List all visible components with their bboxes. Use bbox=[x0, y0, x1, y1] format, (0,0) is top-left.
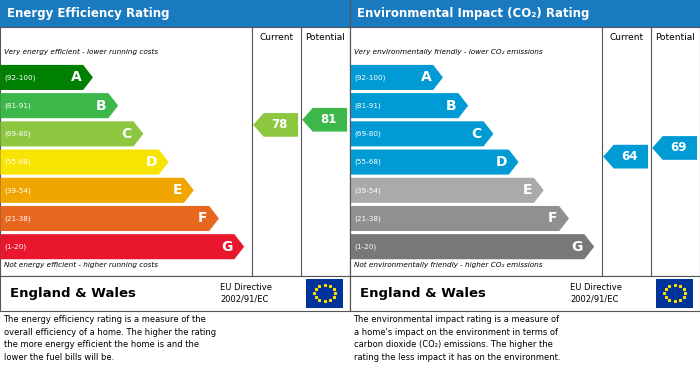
Text: A: A bbox=[71, 70, 81, 84]
Text: (69-80): (69-80) bbox=[4, 131, 31, 137]
Text: D: D bbox=[496, 155, 507, 169]
Text: Current: Current bbox=[260, 33, 293, 42]
Text: (69-80): (69-80) bbox=[354, 131, 381, 137]
Text: Not environmentally friendly - higher CO₂ emissions: Not environmentally friendly - higher CO… bbox=[354, 262, 542, 269]
Bar bbox=[0, 27, 350, 276]
Text: (55-68): (55-68) bbox=[4, 159, 31, 165]
Polygon shape bbox=[351, 121, 494, 146]
Text: The environmental impact rating is a measure of
a home's impact on the environme: The environmental impact rating is a mea… bbox=[354, 315, 560, 362]
Text: C: C bbox=[472, 127, 482, 141]
Polygon shape bbox=[0, 178, 194, 203]
Text: EU Directive
2002/91/EC: EU Directive 2002/91/EC bbox=[220, 283, 272, 304]
Polygon shape bbox=[0, 206, 219, 231]
Text: Potential: Potential bbox=[656, 33, 695, 42]
Text: Energy Efficiency Rating: Energy Efficiency Rating bbox=[7, 7, 169, 20]
Text: B: B bbox=[96, 99, 106, 113]
Polygon shape bbox=[0, 121, 144, 146]
Text: F: F bbox=[548, 212, 557, 226]
Text: E: E bbox=[523, 183, 532, 197]
Text: Environmental Impact (CO₂) Rating: Environmental Impact (CO₂) Rating bbox=[357, 7, 589, 20]
Text: (92-100): (92-100) bbox=[4, 74, 36, 81]
Polygon shape bbox=[652, 136, 697, 160]
Text: (1-20): (1-20) bbox=[354, 244, 377, 250]
Polygon shape bbox=[351, 178, 544, 203]
Text: (21-38): (21-38) bbox=[354, 215, 381, 222]
Text: G: G bbox=[221, 240, 232, 254]
Bar bbox=[307, 279, 343, 308]
Polygon shape bbox=[351, 93, 468, 118]
Polygon shape bbox=[0, 93, 118, 118]
Polygon shape bbox=[351, 234, 594, 259]
Text: Current: Current bbox=[610, 33, 643, 42]
Text: (81-91): (81-91) bbox=[4, 102, 31, 109]
Text: A: A bbox=[421, 70, 431, 84]
Text: D: D bbox=[146, 155, 157, 169]
Text: F: F bbox=[198, 212, 207, 226]
Polygon shape bbox=[351, 65, 443, 90]
Text: (92-100): (92-100) bbox=[354, 74, 386, 81]
Text: G: G bbox=[571, 240, 582, 254]
Bar bbox=[0, 0, 350, 27]
Polygon shape bbox=[302, 108, 347, 132]
Text: Very energy efficient - lower running costs: Very energy efficient - lower running co… bbox=[4, 49, 158, 56]
Text: The energy efficiency rating is a measure of the
overall efficiency of a home. T: The energy efficiency rating is a measur… bbox=[4, 315, 216, 362]
Text: Potential: Potential bbox=[306, 33, 345, 42]
Polygon shape bbox=[603, 145, 648, 169]
Text: (81-91): (81-91) bbox=[354, 102, 381, 109]
Text: E: E bbox=[173, 183, 182, 197]
Polygon shape bbox=[351, 149, 519, 175]
Text: (55-68): (55-68) bbox=[354, 159, 381, 165]
Text: (39-54): (39-54) bbox=[4, 187, 31, 194]
Text: England & Wales: England & Wales bbox=[360, 287, 486, 300]
Polygon shape bbox=[0, 65, 93, 90]
Text: Not energy efficient - higher running costs: Not energy efficient - higher running co… bbox=[4, 262, 158, 269]
Text: Very environmentally friendly - lower CO₂ emissions: Very environmentally friendly - lower CO… bbox=[354, 49, 542, 56]
Text: C: C bbox=[122, 127, 132, 141]
Polygon shape bbox=[351, 206, 569, 231]
Polygon shape bbox=[0, 234, 244, 259]
Bar bbox=[350, 276, 700, 311]
Text: 78: 78 bbox=[271, 118, 288, 131]
Text: (21-38): (21-38) bbox=[4, 215, 31, 222]
Text: (39-54): (39-54) bbox=[354, 187, 381, 194]
Bar bbox=[0, 276, 350, 311]
Text: 64: 64 bbox=[621, 150, 638, 163]
Bar bbox=[350, 0, 700, 27]
Bar bbox=[657, 279, 693, 308]
Text: England & Wales: England & Wales bbox=[10, 287, 136, 300]
Text: (1-20): (1-20) bbox=[4, 244, 27, 250]
Bar bbox=[350, 27, 700, 276]
Text: B: B bbox=[446, 99, 456, 113]
Polygon shape bbox=[253, 113, 298, 137]
Text: 81: 81 bbox=[320, 113, 337, 126]
Text: EU Directive
2002/91/EC: EU Directive 2002/91/EC bbox=[570, 283, 622, 304]
Text: 69: 69 bbox=[670, 142, 687, 154]
Polygon shape bbox=[0, 149, 169, 175]
